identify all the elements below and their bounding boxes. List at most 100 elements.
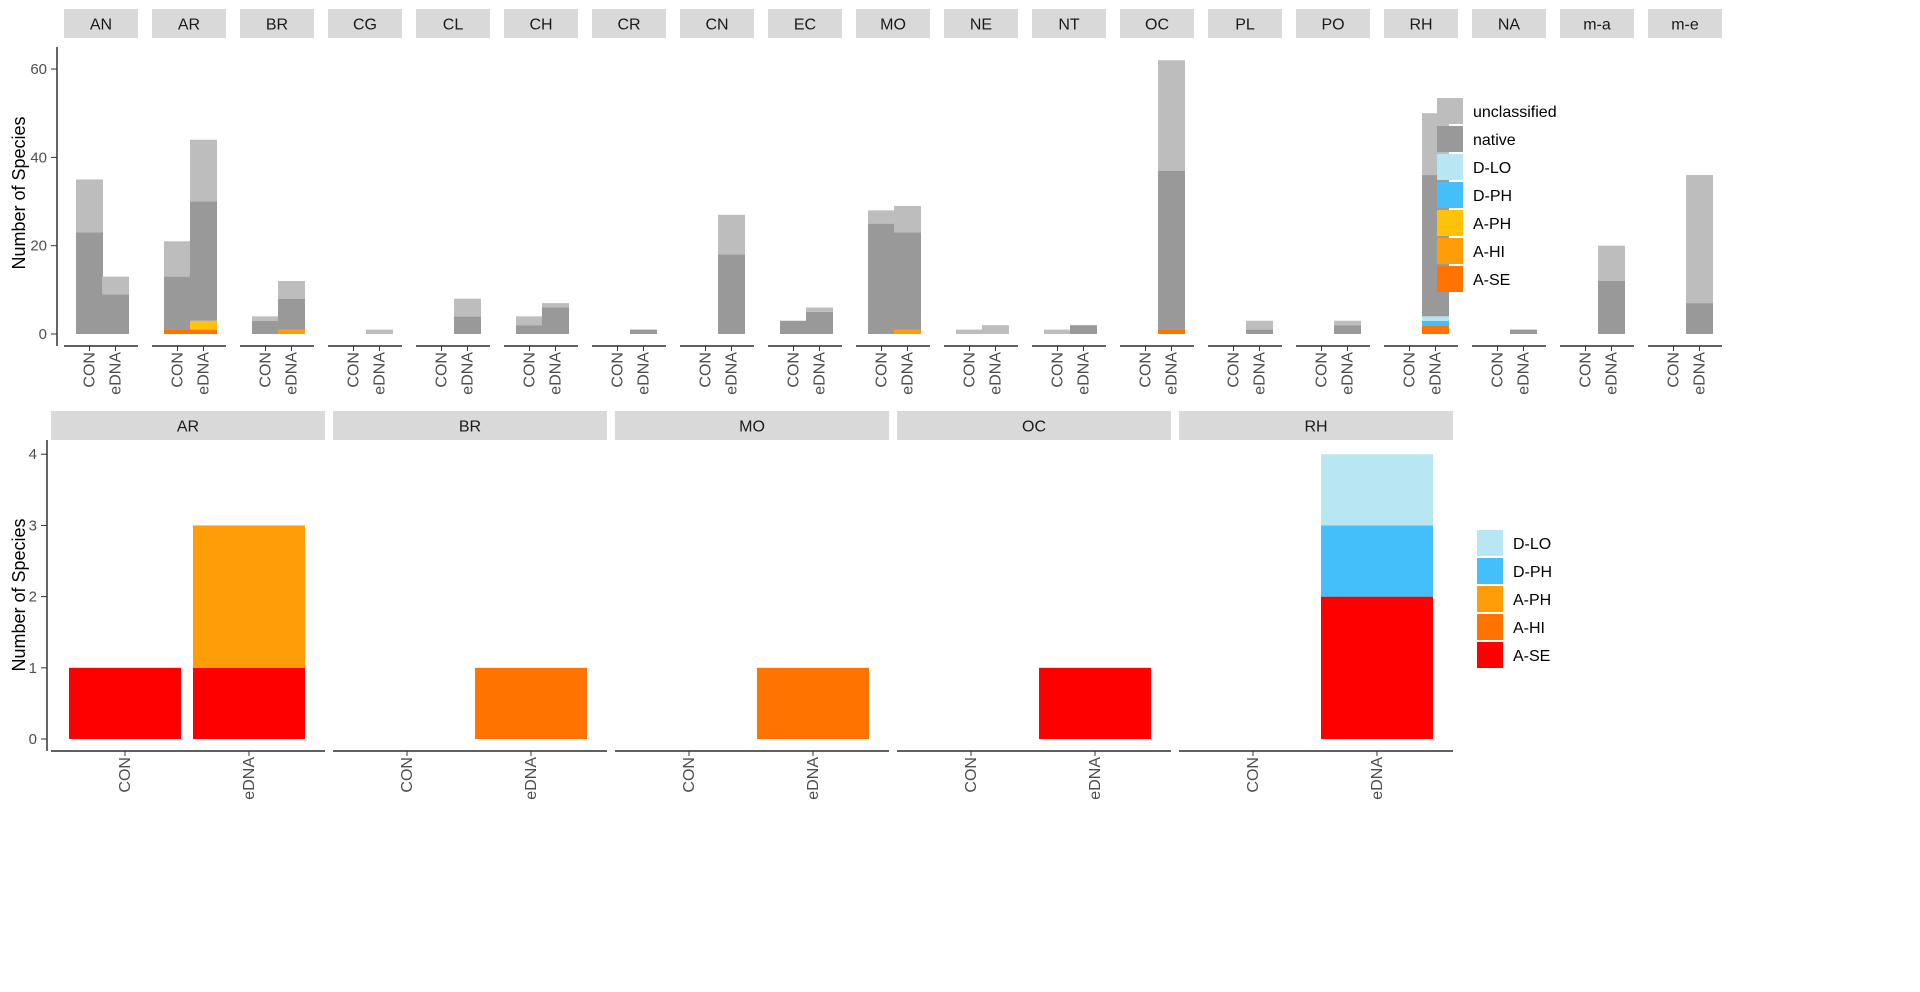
bar-segment-native [454,316,481,334]
facet-strip-label: AR [178,17,200,34]
facet-strip [504,9,578,38]
bar-segment-a-hi [757,667,869,739]
facet-strip [51,411,325,440]
x-tick-label: eDNA [523,757,540,800]
facet-strip-label: BR [266,17,288,34]
bar-segment-unclassified [164,241,191,277]
facet-strip [1296,9,1370,38]
bar-segment-native [542,307,569,334]
facet-strip-label: RH [1304,419,1327,436]
facet-strip-label: NE [970,17,992,34]
legend-key-d-ph [1437,182,1463,208]
bar-segment-native [718,254,745,334]
legend-label: A-PH [1513,592,1551,609]
facet-strip-label: CL [443,17,464,34]
bar-segment-unclassified [1158,60,1185,171]
bar-segment-unclassified [252,316,279,321]
bar-segment-native [278,298,305,330]
y-tick-label: 0 [29,731,37,748]
legend-label: A-SE [1473,272,1510,289]
facet-strip [768,9,842,38]
facet-strip [856,9,930,38]
legend-label: D-PH [1473,188,1512,205]
bar-segment-native [164,276,191,330]
bar-segment-native [780,320,807,334]
bar-segment-a-se [190,329,217,334]
facet-strip [897,411,1171,440]
bar-segment-a-se [1422,325,1449,334]
facet-strip-label: AR [177,419,199,436]
legend-key-unclassified [1437,98,1463,124]
x-tick-label: eDNA [1692,352,1709,395]
bar-segment-unclassified [542,303,569,308]
x-tick-label: eDNA [1087,757,1104,800]
facet-strip-label: PL [1235,17,1255,34]
legend-key-a-se [1477,642,1503,668]
x-tick-label: CON [698,352,715,388]
facet-strip [615,411,889,440]
x-tick-label: CON [522,352,539,388]
x-tick-label: CON [786,352,803,388]
facet-strip-label: NT [1058,17,1080,34]
x-tick-label: eDNA [284,352,301,395]
x-tick-label: eDNA [1516,352,1533,395]
x-tick-label: eDNA [460,352,477,395]
y-axis-title: Number of Species [9,518,29,671]
bar-segment-d-ph [1422,320,1449,326]
bar-segment-native [1334,325,1361,334]
x-tick-label: CON [117,757,134,793]
x-tick-label: eDNA [1164,352,1181,395]
legend-label: D-PH [1513,564,1552,581]
x-tick-label: CON [1245,757,1262,793]
facet-strip-label: MO [739,419,765,436]
x-tick-label: eDNA [636,352,653,395]
legend-label: native [1473,132,1516,149]
bar-segment-unclassified [982,325,1009,334]
legend-label: unclassified [1473,104,1557,121]
facet-strip [328,9,402,38]
x-tick-label: eDNA [1340,352,1357,395]
bar-segment-unclassified [718,214,745,255]
bar-segment-native [190,201,217,321]
facet-strip-label: NA [1498,17,1521,34]
bar-segment-a-se [1158,329,1185,334]
bar-segment-a-hi [278,329,305,334]
x-tick-label: CON [258,352,275,388]
x-tick-label: CON [1490,352,1507,388]
y-tick-label: 40 [30,149,47,166]
legend-key-a-hi [1437,238,1463,264]
x-tick-label: eDNA [988,352,1005,395]
facet-strip [333,411,607,440]
x-tick-label: CON [1226,352,1243,388]
y-tick-label: 0 [39,326,47,343]
bar-segment-unclassified [1334,320,1361,326]
facet-strip-label: OC [1022,419,1046,436]
bar-segment-unclassified [868,210,895,224]
x-tick-label: eDNA [548,352,565,395]
x-tick-label: CON [610,352,627,388]
facet-strip-label: m-a [1583,17,1611,34]
bar-segment-a-se [164,329,191,334]
x-tick-label: CON [1666,352,1683,388]
x-tick-label: CON [399,757,416,793]
facet-strip [592,9,666,38]
y-axis-title: Number of Species [9,116,29,269]
x-tick-label: CON [1578,352,1595,388]
bar-segment-unclassified [76,179,103,233]
bar-segment-d-ph [1321,525,1433,597]
x-tick-label: eDNA [812,352,829,395]
facet-strip-label: OC [1145,17,1169,34]
x-tick-label: CON [1314,352,1331,388]
bar-segment-a-ph [190,320,217,330]
facet-strip [1472,9,1546,38]
bar-segment-native [806,311,833,334]
y-tick-label: 3 [29,517,37,534]
bar-segment-native [1246,329,1273,334]
bar-segment-unclassified [894,205,921,233]
facet-strip [1208,9,1282,38]
x-tick-label: CON [1402,352,1419,388]
facet-strip [152,9,226,38]
bar-segment-a-ph [193,525,305,668]
facet-strip-label: CN [705,17,728,34]
bar-segment-unclassified [1686,175,1713,304]
